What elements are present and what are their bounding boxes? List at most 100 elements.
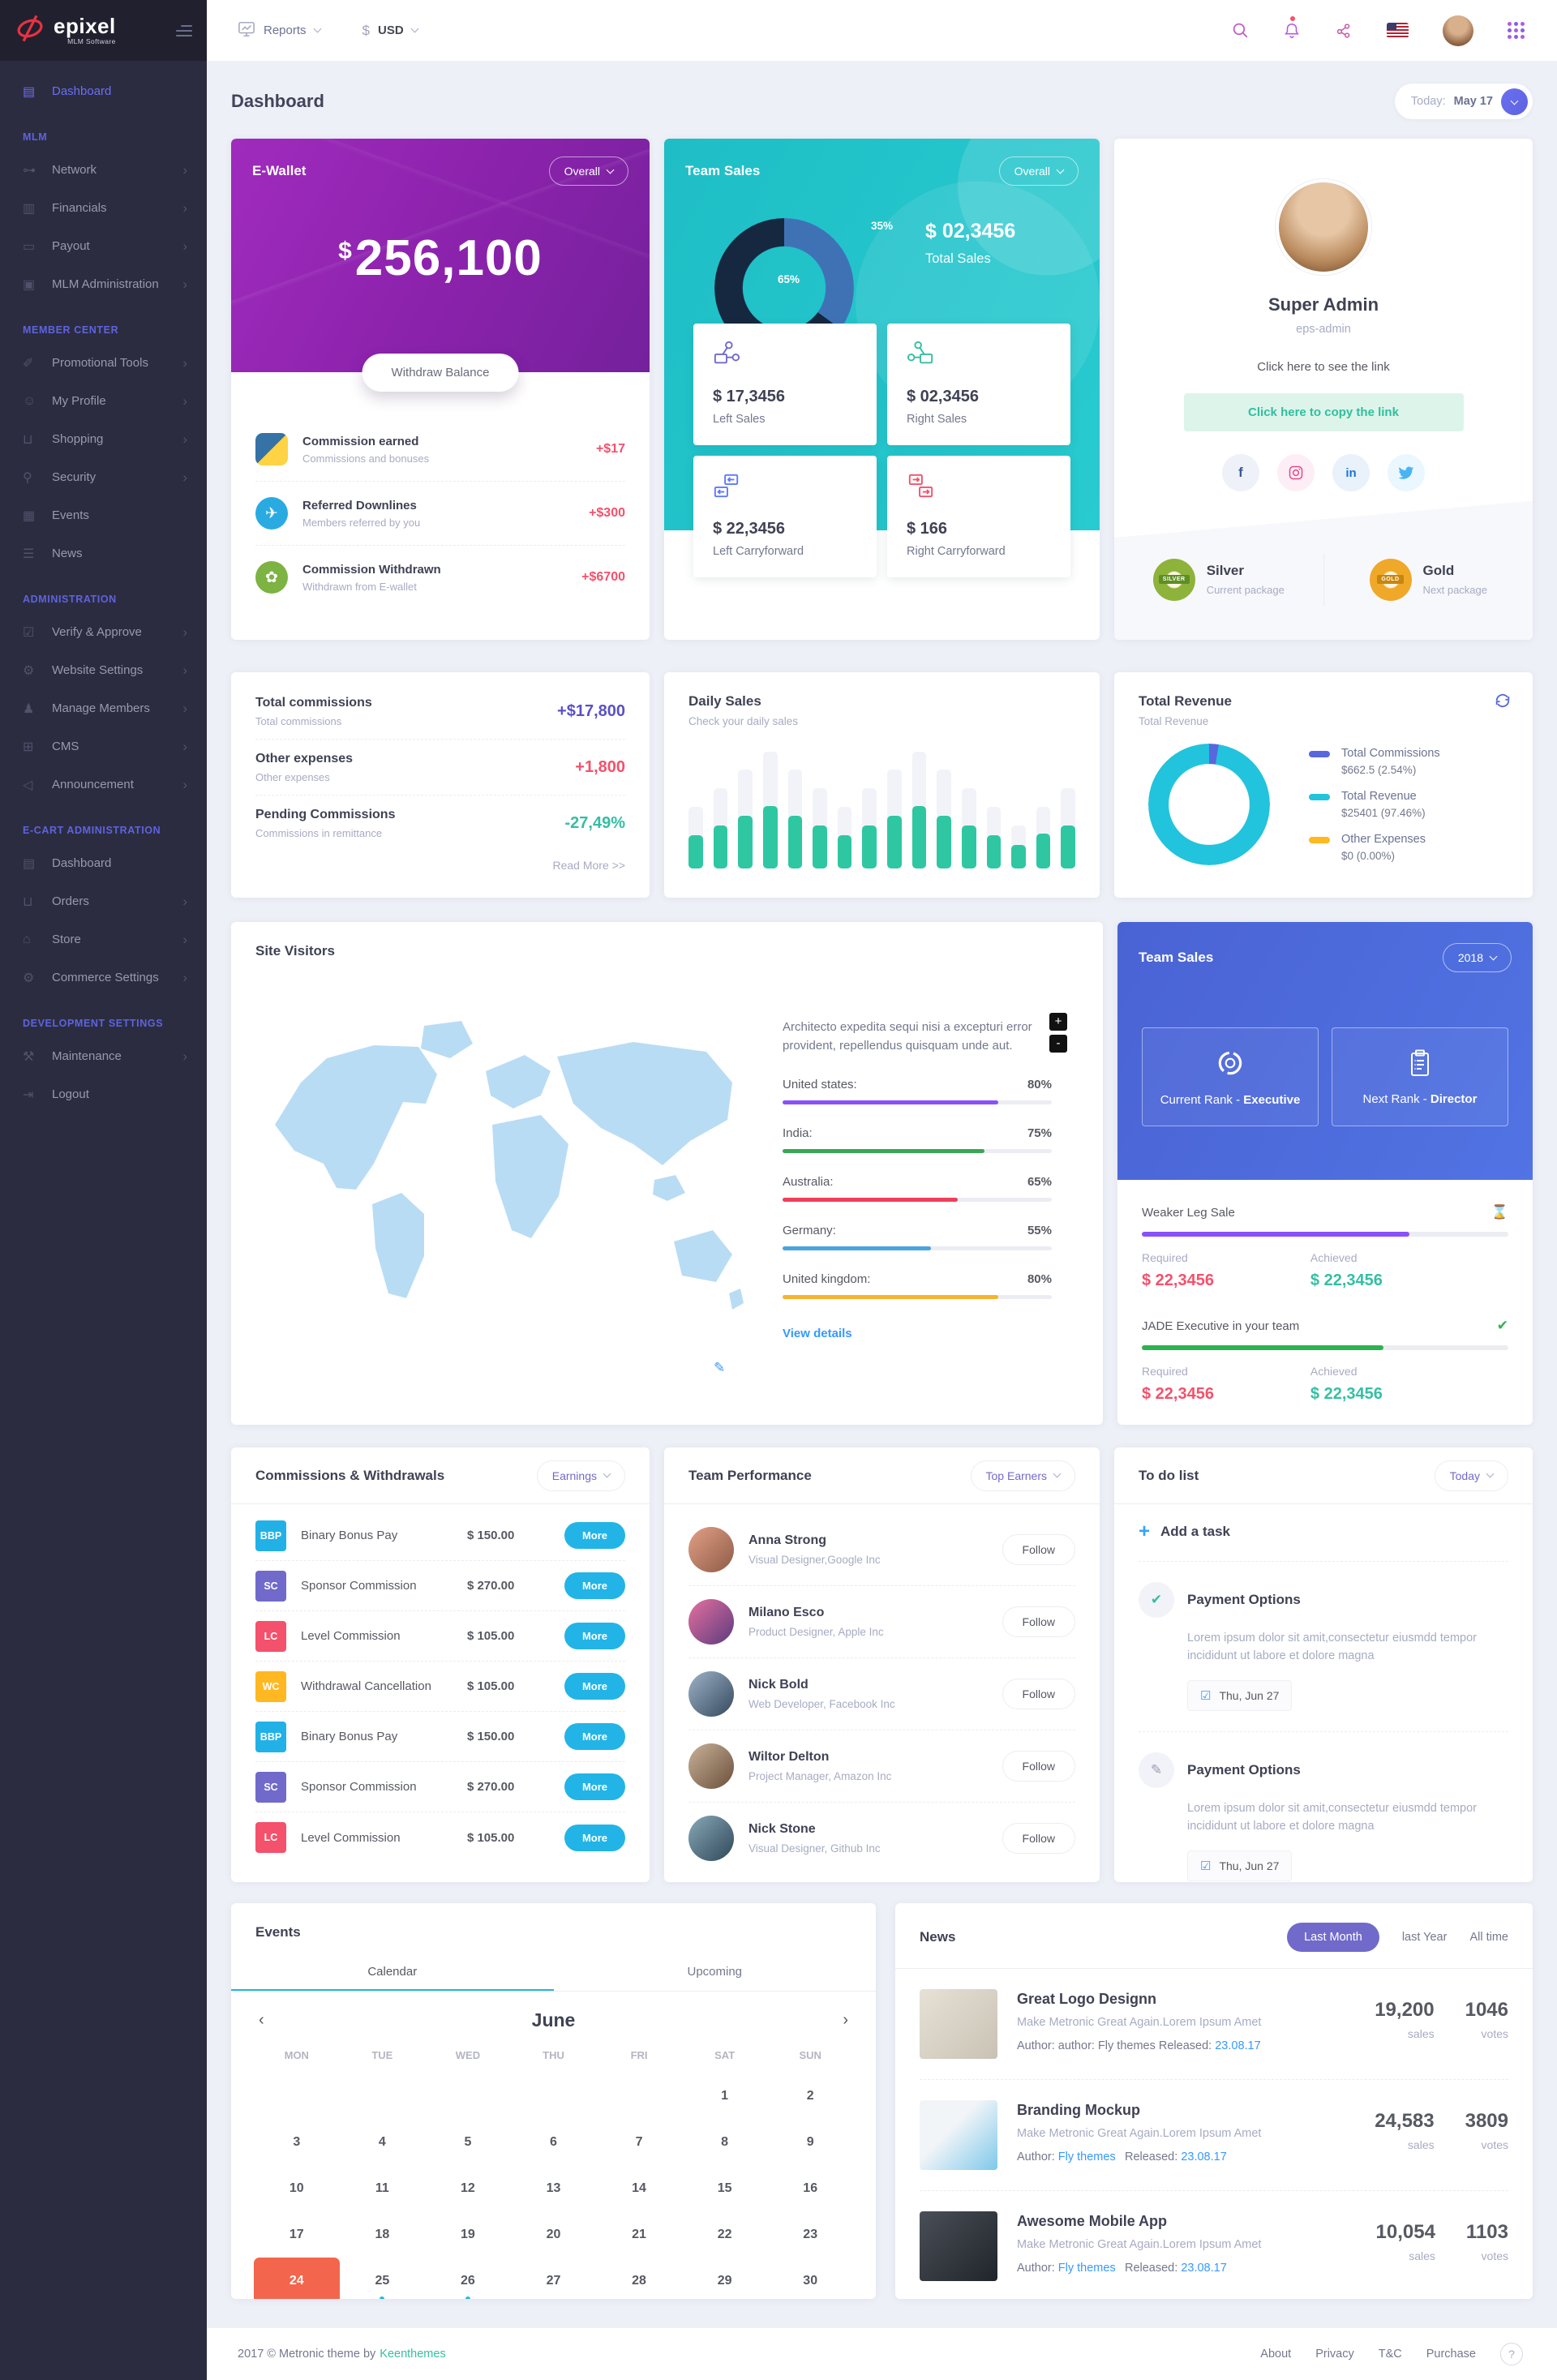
linkedin-icon[interactable]: in bbox=[1332, 454, 1370, 491]
calendar-day[interactable]: 6 bbox=[550, 2134, 557, 2149]
calendar-day[interactable]: 26 bbox=[425, 2258, 511, 2299]
calendar-day[interactable]: 25 bbox=[340, 2258, 426, 2299]
more-button[interactable]: More bbox=[564, 1623, 625, 1649]
tab-calendar[interactable]: Calendar bbox=[231, 1953, 554, 1991]
more-button[interactable]: More bbox=[564, 1522, 625, 1549]
earnings-filter[interactable]: Earnings bbox=[536, 1460, 625, 1491]
sidebar-item-security[interactable]: ⚲ Security › bbox=[0, 458, 207, 496]
author-link[interactable]: Fly themes bbox=[1057, 2151, 1116, 2163]
follow-button[interactable]: Follow bbox=[1002, 1534, 1075, 1565]
twitter-icon[interactable] bbox=[1388, 454, 1425, 491]
sidebar-item-maintenance[interactable]: ⚒ Maintenance › bbox=[0, 1037, 207, 1075]
todo-today-filter[interactable]: Today bbox=[1434, 1460, 1508, 1491]
sidebar-item-orders[interactable]: ⊔ Orders › bbox=[0, 882, 207, 920]
sidebar-item-dashboard[interactable]: ▤ Dashboard bbox=[0, 72, 207, 110]
task-date-chip[interactable]: ☑ Thu, Jun 27 bbox=[1187, 1850, 1293, 1881]
date-range-picker[interactable]: Today: May 17 bbox=[1394, 84, 1533, 119]
footer-link-tandc[interactable]: T&C bbox=[1378, 2348, 1402, 2361]
calendar-day[interactable]: 28 bbox=[632, 2273, 646, 2288]
facebook-icon[interactable]: f bbox=[1222, 454, 1259, 491]
ewallet-range-filter[interactable]: Overall bbox=[548, 157, 628, 186]
calendar-day[interactable]: 22 bbox=[717, 2227, 732, 2241]
us-flag[interactable] bbox=[1387, 23, 1409, 38]
map-zoom-out-button[interactable]: - bbox=[1049, 1035, 1067, 1053]
map-zoom-in-button[interactable]: + bbox=[1049, 1013, 1067, 1031]
withdraw-balance-button[interactable]: Withdraw Balance bbox=[362, 354, 519, 392]
team-sales-range-filter[interactable]: Overall bbox=[998, 157, 1079, 186]
sidebar-item-verify-approve[interactable]: ☑ Verify & Approve › bbox=[0, 613, 207, 651]
more-button[interactable]: More bbox=[564, 1824, 625, 1851]
calendar-day[interactable]: 17 bbox=[289, 2227, 304, 2241]
follow-button[interactable]: Follow bbox=[1002, 1606, 1075, 1637]
tab-upcoming[interactable]: Upcoming bbox=[687, 1965, 743, 1979]
calendar-day[interactable]: 10 bbox=[289, 2181, 304, 2195]
sidebar-item-news[interactable]: ☰ News bbox=[0, 534, 207, 572]
more-button[interactable]: More bbox=[564, 1572, 625, 1599]
user-avatar[interactable] bbox=[1443, 15, 1473, 46]
read-more-link[interactable]: Read More >> bbox=[552, 859, 626, 872]
calendar-day[interactable]: 21 bbox=[632, 2227, 646, 2241]
sidebar-item-financials[interactable]: ▥ Financials › bbox=[0, 189, 207, 227]
follow-button[interactable]: Follow bbox=[1002, 1751, 1075, 1782]
sidebar-item-logout[interactable]: ⇥ Logout bbox=[0, 1075, 207, 1113]
sidebar-item-mlm-administration[interactable]: ▣ MLM Administration › bbox=[0, 265, 207, 303]
ewallet-transaction-row[interactable]: ✿ Commission Withdrawn Withdrawn from E-wa… bbox=[255, 546, 625, 609]
instagram-icon[interactable] bbox=[1277, 454, 1315, 491]
copy-link-button[interactable]: Click here to copy the link bbox=[1183, 393, 1464, 431]
team-sales-stat-box[interactable]: $ 22,3456 Left Carryforward bbox=[693, 456, 877, 577]
sidebar-item-my-profile[interactable]: ☺ My Profile › bbox=[0, 382, 207, 420]
refresh-icon[interactable] bbox=[1494, 692, 1512, 714]
calendar-day[interactable]: 14 bbox=[632, 2181, 646, 2195]
ewallet-transaction-row[interactable]: ✈ Referred Downlines Members referred by y… bbox=[255, 482, 625, 546]
more-button[interactable]: More bbox=[564, 1773, 625, 1800]
calendar-day[interactable]: 19 bbox=[461, 2227, 475, 2241]
see-link-button[interactable]: Click here to see the link bbox=[1257, 360, 1390, 374]
calendar-day[interactable]: 1 bbox=[721, 2088, 729, 2103]
top-earners-filter[interactable]: Top Earners bbox=[970, 1460, 1075, 1491]
currency-menu[interactable]: $ USD bbox=[362, 23, 419, 39]
calendar-day[interactable]: 30 bbox=[803, 2273, 818, 2288]
follow-button[interactable]: Follow bbox=[1002, 1823, 1075, 1854]
share-icon[interactable] bbox=[1335, 22, 1353, 40]
sidebar-item-website-settings[interactable]: ⚙ Website Settings › bbox=[0, 651, 207, 689]
reports-menu[interactable]: Reports bbox=[238, 21, 321, 41]
notifications-bell-icon[interactable] bbox=[1283, 15, 1301, 40]
calendar-day[interactable]: 18 bbox=[375, 2227, 390, 2241]
sidebar-item-store[interactable]: ⌂ Store › bbox=[0, 920, 207, 958]
sidebar-item-ecart-dashboard[interactable]: ▤ Dashboard bbox=[0, 844, 207, 882]
view-details-link[interactable]: View details bbox=[783, 1326, 852, 1340]
calendar-day[interactable]: 3 bbox=[293, 2134, 301, 2149]
task-date-chip[interactable]: ☑ Thu, Jun 27 bbox=[1187, 1679, 1293, 1711]
add-task-button[interactable]: + Add a task bbox=[1139, 1504, 1508, 1562]
calendar-day[interactable]: 2 bbox=[806, 2088, 814, 2103]
news-filter-last-month[interactable]: Last Month bbox=[1287, 1923, 1379, 1952]
calendar-day[interactable]: 15 bbox=[717, 2181, 732, 2195]
calendar-day-selected[interactable]: 24 bbox=[254, 2258, 340, 2299]
calendar-day[interactable]: 27 bbox=[546, 2273, 561, 2288]
calendar-day[interactable]: 20 bbox=[546, 2227, 561, 2241]
author-link[interactable]: 23.08.17 bbox=[1215, 2039, 1261, 2052]
footer-link-purchase[interactable]: Purchase bbox=[1426, 2348, 1476, 2361]
sidebar-item-cms[interactable]: ⊞ CMS › bbox=[0, 727, 207, 765]
rank-box[interactable]: Current Rank - Executive bbox=[1142, 1027, 1319, 1126]
sidebar-item-payout[interactable]: ▭ Payout › bbox=[0, 227, 207, 265]
calendar-day[interactable]: 13 bbox=[546, 2181, 561, 2195]
news-filter-all-time[interactable]: All time bbox=[1469, 1931, 1508, 1944]
calendar-day[interactable]: 29 bbox=[717, 2273, 732, 2288]
rank-year-filter[interactable]: 2018 bbox=[1442, 943, 1512, 972]
author-link[interactable]: 23.08.17 bbox=[1181, 2262, 1227, 2275]
news-filter-last-year[interactable]: last Year bbox=[1401, 1931, 1448, 1944]
more-button[interactable]: More bbox=[564, 1673, 625, 1700]
sidebar-item-manage-members[interactable]: ♟ Manage Members › bbox=[0, 689, 207, 727]
team-sales-stat-box[interactable]: $ 17,3456 Left Sales bbox=[693, 324, 877, 445]
sidebar-item-network[interactable]: ⊶ Network › bbox=[0, 151, 207, 189]
sidebar-item-promotional-tools[interactable]: ✐ Promotional Tools › bbox=[0, 344, 207, 382]
calendar-day[interactable]: 5 bbox=[464, 2134, 472, 2149]
calendar-day[interactable]: 16 bbox=[803, 2181, 818, 2195]
keenthemes-link[interactable]: Keenthemes bbox=[380, 2348, 446, 2361]
team-sales-stat-box[interactable]: $ 02,3456 Right Sales bbox=[887, 324, 1070, 445]
rank-box[interactable]: Next Rank - Director bbox=[1332, 1027, 1508, 1126]
calendar-day[interactable]: 12 bbox=[461, 2181, 475, 2195]
sidebar-item-shopping[interactable]: ⊔ Shopping › bbox=[0, 420, 207, 458]
apps-grid-icon[interactable] bbox=[1508, 22, 1525, 39]
